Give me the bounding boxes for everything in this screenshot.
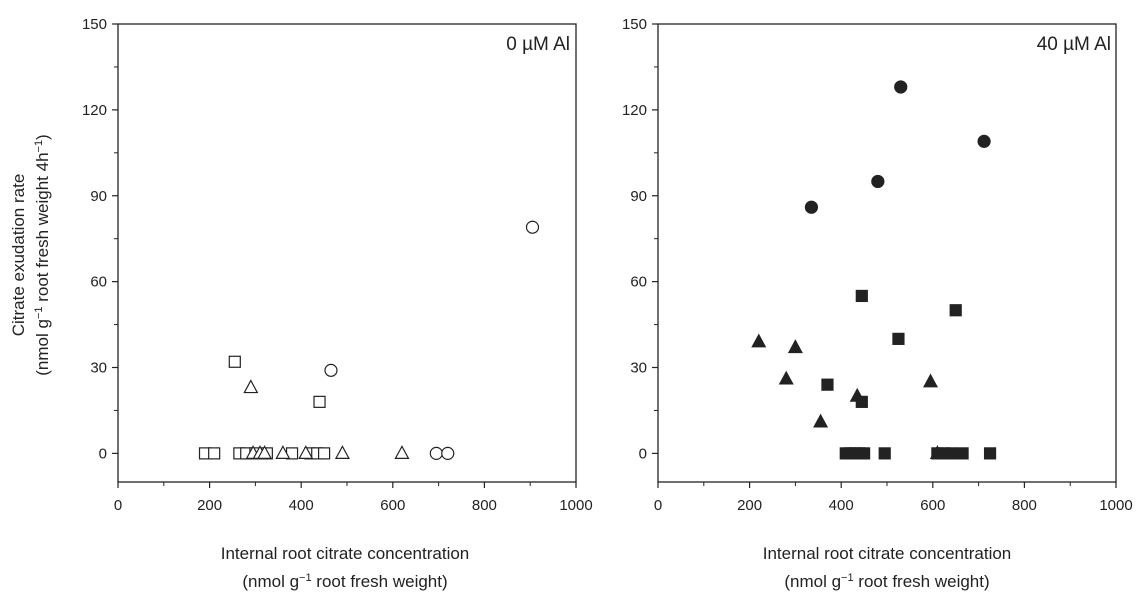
data-point-filled-square [892,332,905,345]
y-tick-label: 0 [639,445,647,462]
x-axis-title-line2: (nmol g−1 root fresh weight) [784,572,989,591]
x-tick-label: 600 [380,497,405,514]
y-tick-label: 60 [630,274,647,291]
x-axis-title-right: Internal root citrate concentration (nmo… [763,544,1012,591]
x-axis-title-line1: Internal root citrate concentration [221,544,470,563]
panel-label: 0 µM Al [506,34,570,55]
data-point-filled-triangle [751,333,767,348]
data-point-open-triangle [334,445,350,459]
data-point-filled-circle [894,80,908,94]
data-point-open-circle [525,220,540,234]
y-tick-label: 150 [82,16,107,33]
data-point-filled-triangle [813,413,829,428]
data-point-open-circle [441,446,455,460]
x-tick-label: 0 [114,497,122,514]
y-tick-label: 120 [622,102,647,119]
ticks: 0 200 400 600 800 1000 0 30 60 90 120 150 [82,16,593,514]
x-tick-label: 200 [737,497,762,514]
x-tick-label: 400 [289,497,314,514]
data-point-filled-square [855,289,868,303]
data-point-open-triangle [394,445,410,459]
data-point-filled-triangle [778,370,794,385]
data-point-open-square [228,355,241,368]
data-point-filled-square [949,304,962,317]
data-point-filled-square [945,447,958,460]
data-point-open-square [313,395,326,408]
data-point-filled-triangle [923,373,939,388]
plot-frame [117,23,577,483]
data-point-open-triangle [243,379,259,394]
x-axis-title-left: Internal root citrate concentration (nmo… [221,544,470,591]
data-point-filled-square [857,447,871,460]
data-point-open-triangle [275,445,291,459]
panel-0-um-al: 0 µM Al 0 200 400 600 800 1000 0 30 60 90 120 150 [82,16,593,514]
x-tick-label: 1000 [559,497,592,514]
ticks: 0 200 400 600 800 1000 0 30 60 90 120 150 [622,16,1133,514]
data-point-filled-square [956,447,969,460]
y-tick-label: 30 [90,360,107,377]
y-tick-label: 120 [82,102,107,119]
y-tick-label: 90 [90,188,107,205]
y-tick-label: 90 [630,188,647,205]
y-axis-title: Citrate exudation rate (nmol g−1 root fr… [9,134,52,375]
data-points [198,220,540,460]
x-tick-label: 1000 [1099,497,1132,514]
y-tick-label: 150 [622,16,647,33]
panel-label: 40 µM Al [1037,34,1111,55]
y-axis-title-line1: Citrate exudation rate [9,174,28,337]
data-point-filled-square [855,395,868,408]
data-point-open-triangle [298,445,314,459]
data-point-open-circle [429,446,443,460]
data-point-open-circle [324,363,338,377]
data-point-filled-circle [804,200,819,214]
x-tick-label: 800 [1012,497,1037,514]
plot-frame [657,23,1117,483]
data-point-filled-square [983,447,997,460]
x-tick-label: 400 [829,497,854,514]
data-point-filled-circle [977,134,991,148]
y-tick-label: 60 [90,274,107,291]
panel-40-um-al: 40 µM Al 0 200 400 600 800 1000 0 30 60 90 120 150 [622,16,1133,514]
x-tick-label: 600 [920,497,945,514]
x-axis-title-line2: (nmol g−1 root fresh weight) [242,572,447,591]
y-axis-title-line2: (nmol g−1 root fresh weight 4h−1) [33,134,52,375]
y-tick-label: 30 [630,360,647,377]
data-point-open-square [318,447,331,460]
data-point-open-square [208,447,221,460]
x-tick-label: 0 [654,497,662,514]
data-point-filled-square [878,447,891,460]
x-tick-label: 800 [472,497,497,514]
data-point-filled-triangle [787,339,803,354]
x-axis-title-line1: Internal root citrate concentration [763,544,1012,563]
data-point-filled-circle [871,174,885,189]
x-tick-label: 200 [197,497,222,514]
data-point-open-triangle [257,445,273,459]
data-point-filled-square [821,378,834,391]
y-tick-label: 0 [99,445,107,462]
data-points [751,80,997,460]
